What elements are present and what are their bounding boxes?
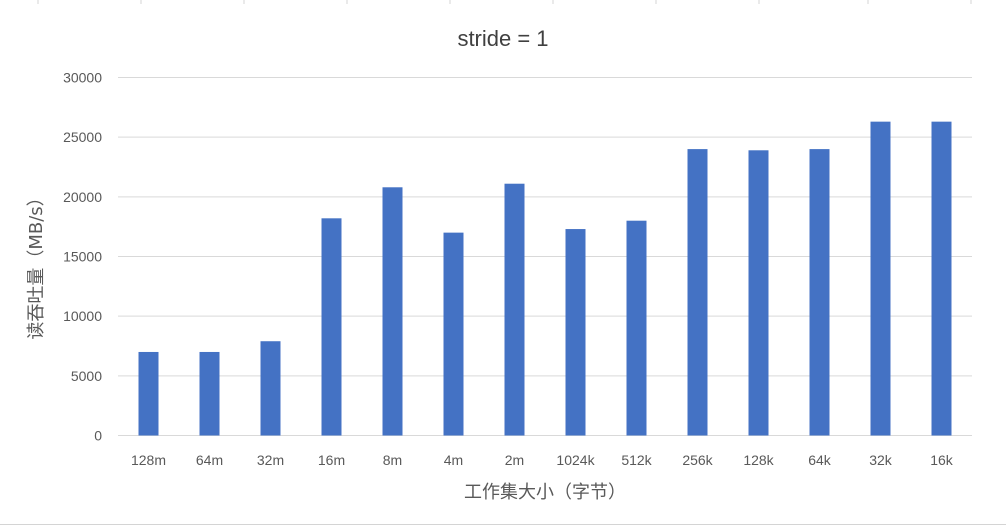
bar-16k [931,121,952,436]
y-axis-tick-labels: 0 5000 10000 15000 20000 25000 30000 [63,70,102,444]
x-tick-label: 512k [621,452,652,468]
gridlines [118,77,972,436]
x-tick-label: 256k [682,452,713,468]
bar-128m [138,351,159,436]
bar-chart: stride = 1 0 5000 10000 15000 20000 25000 3000… [26,26,972,503]
bar-32k [870,121,891,436]
x-tick-label: 64k [808,452,832,468]
y-tick-label: 20000 [63,189,102,205]
bar-64m [199,351,220,436]
y-tick-label: 30000 [63,70,102,86]
y-tick-label: 5000 [71,368,102,384]
x-axis-title: 工作集大小（字节） [464,482,626,503]
y-tick-label: 0 [94,428,102,444]
x-tick-label: 1024k [556,452,595,468]
bar-16m [321,218,342,436]
bar-512k [626,220,647,436]
chart-area[interactable]: stride = 1 0 5000 10000 15000 20000 25000 3000… [0,4,1006,524]
bar-1024k [565,229,586,436]
chart-title: stride = 1 [457,26,548,51]
x-tick-label: 32k [869,452,893,468]
bar-4m [443,232,464,436]
bar-256k [687,149,708,436]
x-tick-label: 32m [257,452,284,468]
bar-8m [382,187,403,436]
x-tick-label: 16m [318,452,345,468]
y-tick-label: 15000 [63,249,102,265]
x-tick-label: 2m [505,452,524,468]
bar-32m [260,341,281,436]
x-tick-label: 16k [930,452,954,468]
bar-64k [809,149,830,436]
x-tick-label: 128k [743,452,774,468]
y-axis-title: 读吞吐量（MB/s） [26,188,47,339]
x-tick-label: 4m [444,452,463,468]
bar-2m [504,183,525,436]
y-tick-label: 10000 [63,308,102,324]
bars [138,121,952,436]
x-tick-label: 128m [131,452,166,468]
x-tick-label: 8m [383,452,402,468]
bar-128k [748,150,769,436]
x-tick-label: 64m [196,452,223,468]
y-tick-label: 25000 [63,129,102,145]
x-axis-tick-labels: 128m 64m 32m 16m 8m 4m 2m 1024k 512k 256k 128k 64k 3… [131,452,954,468]
